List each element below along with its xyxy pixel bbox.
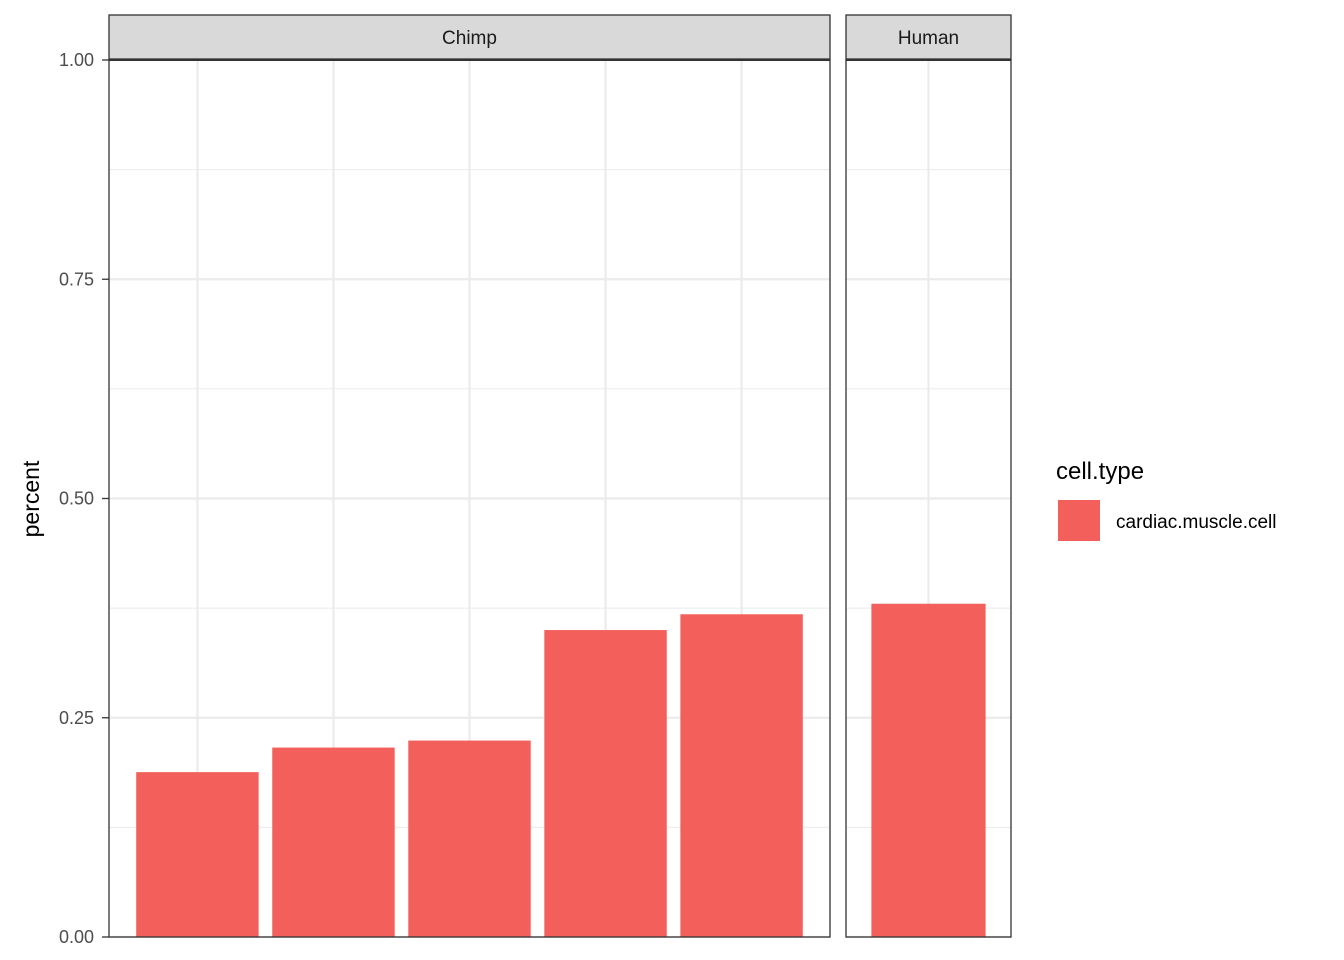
strip-label-chimp: Chimp bbox=[442, 28, 497, 49]
y-axis-title: percent bbox=[18, 460, 44, 537]
y-tick-label: 0.25 bbox=[59, 708, 94, 728]
strip-label-human: Human bbox=[898, 28, 959, 49]
bar-chimp-1 bbox=[136, 772, 259, 937]
legend-label: cardiac.muscle.cell bbox=[1116, 512, 1277, 533]
legend-title: cell.type bbox=[1056, 458, 1144, 485]
y-tick-label: 0.00 bbox=[59, 927, 94, 947]
bar-chimp-3 bbox=[408, 740, 531, 937]
bar-chimp-2 bbox=[272, 747, 395, 937]
y-tick-label: 1.00 bbox=[59, 50, 94, 70]
y-tick-label: 0.75 bbox=[59, 269, 94, 289]
facet-panel-chimp: Chimp bbox=[108, 14, 831, 939]
strip-background bbox=[108, 14, 831, 60]
bar-human-1 bbox=[871, 603, 986, 937]
legend-key-swatch bbox=[1058, 500, 1100, 541]
bar-chimp-4 bbox=[544, 630, 667, 937]
bar-chimp-5 bbox=[680, 614, 803, 937]
facet-panels: Chimp Human bbox=[108, 14, 1012, 939]
facet-panel-human: Human bbox=[845, 14, 1012, 939]
legend: cell.type cardiac.muscle.cell bbox=[1056, 458, 1277, 541]
strip-background bbox=[845, 14, 1012, 60]
y-tick-label: 0.50 bbox=[59, 489, 94, 509]
y-axis: 0.00 0.25 0.50 0.75 1.00 bbox=[59, 50, 109, 947]
